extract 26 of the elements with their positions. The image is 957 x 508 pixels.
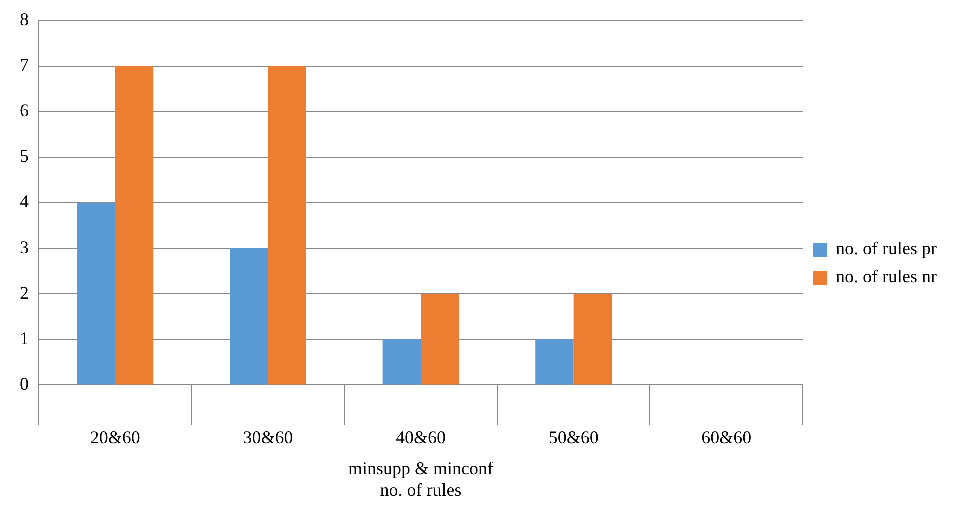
bar: [382, 340, 422, 385]
x-tick-label: 30&60: [243, 428, 294, 448]
bar: [77, 203, 116, 385]
y-tick-label: 3: [20, 237, 29, 258]
bar: [574, 294, 612, 385]
bar: [230, 248, 268, 385]
y-tick-label: 4: [20, 192, 29, 212]
y-tick-label: 8: [20, 10, 29, 30]
text: no. of rules: [380, 480, 462, 500]
y-tick-label: 2: [20, 282, 29, 303]
y-tick-label: 5: [20, 146, 29, 166]
y-tick-label: 1: [20, 328, 29, 348]
x-tick-label: 50&60: [548, 428, 599, 448]
x-tick-label: 40&60: [396, 428, 446, 448]
x-axis-title: minsupp & minconf: [348, 458, 494, 478]
y-tick-label: 7: [20, 55, 29, 76]
legend-label: no. of rules nr: [836, 266, 938, 287]
bar: [536, 340, 574, 385]
x-tick-label: 60&60: [702, 428, 752, 448]
bar: [115, 66, 154, 385]
x-tick-label: 20&60: [90, 428, 140, 448]
bar: [268, 66, 306, 385]
y-tick-label: 0: [20, 374, 29, 394]
y-tick-label: 6: [20, 100, 29, 121]
legend-label: no. of rules pr: [836, 238, 938, 259]
bar: [421, 294, 460, 385]
